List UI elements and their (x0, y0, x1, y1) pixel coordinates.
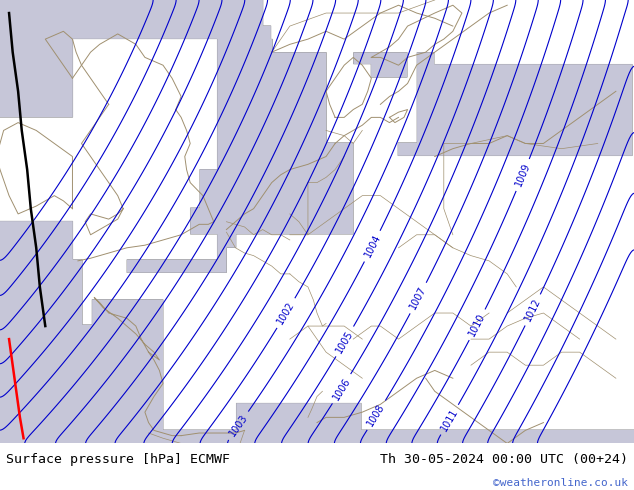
Text: Th 30-05-2024 00:00 UTC (00+24): Th 30-05-2024 00:00 UTC (00+24) (380, 453, 628, 466)
Text: 1009: 1009 (514, 162, 532, 188)
Text: 1011: 1011 (439, 407, 460, 433)
Text: 1003: 1003 (227, 413, 250, 439)
Text: 1005: 1005 (334, 328, 355, 355)
Text: 1010: 1010 (467, 312, 488, 338)
Text: 1007: 1007 (408, 285, 429, 311)
Text: Surface pressure [hPa] ECMWF: Surface pressure [hPa] ECMWF (6, 453, 230, 466)
Text: 1002: 1002 (275, 300, 297, 326)
Text: 1012: 1012 (523, 297, 543, 323)
Text: ©weatheronline.co.uk: ©weatheronline.co.uk (493, 478, 628, 488)
Text: 1004: 1004 (362, 233, 382, 259)
Text: 1006: 1006 (331, 376, 353, 402)
Text: 1008: 1008 (366, 402, 387, 428)
